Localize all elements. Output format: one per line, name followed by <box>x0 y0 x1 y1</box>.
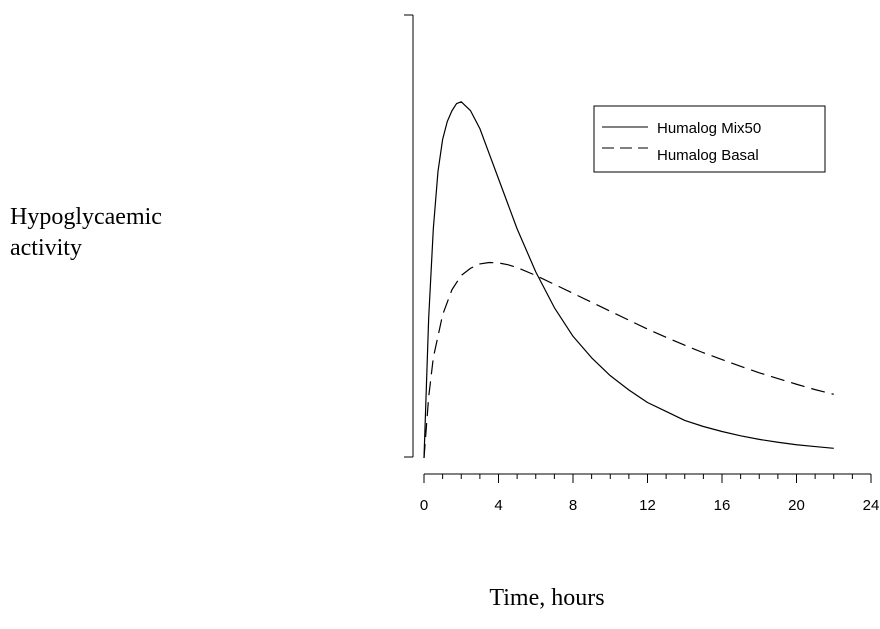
x-tick-label: 12 <box>639 497 656 514</box>
series-line-humalog-mix50 <box>423 101 834 459</box>
y-axis <box>404 14 414 458</box>
x-axis: 0 4 8 12 16 20 24 <box>420 473 880 514</box>
y-axis-label-line-2: activity <box>10 235 82 261</box>
y-axis-label-line-1: Hypoglycaemic <box>10 204 162 230</box>
x-tick-label: 8 <box>569 497 577 514</box>
x-tick-label: 4 <box>494 497 502 514</box>
legend: Humalog Mix50 Humalog Basal <box>593 105 826 173</box>
x-axis-label: Time, hours <box>489 585 604 611</box>
x-tick-label: 0 <box>420 497 428 514</box>
x-tick-label: 16 <box>714 497 731 514</box>
x-tick-label: 20 <box>788 497 805 514</box>
legend-label-humalog-basal: Humalog Basal <box>657 147 759 164</box>
series-layer <box>423 101 834 459</box>
series-line-humalog-basal <box>423 261 834 459</box>
x-tick-label: 24 <box>863 497 880 514</box>
legend-label-humalog-mix50: Humalog Mix50 <box>657 120 761 137</box>
legend-box <box>593 105 826 173</box>
